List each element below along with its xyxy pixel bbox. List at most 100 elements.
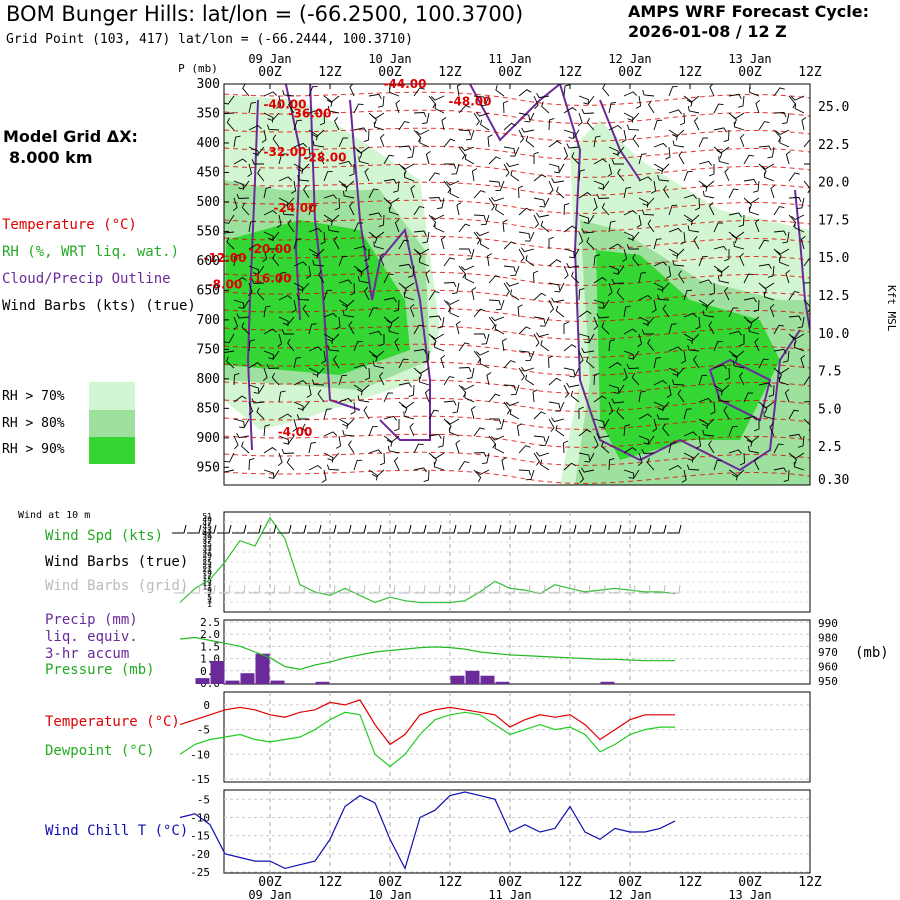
wind-barb [263,91,278,97]
wind-barb [758,358,769,369]
precip-bar [600,681,615,684]
wind-barb [389,87,400,97]
wind-barb [278,153,287,165]
wind-barb [368,231,378,244]
wind-barb-true [472,524,487,534]
wind-barb [395,99,401,114]
wind-barb [413,129,422,143]
wind-barb [680,350,687,364]
bottom-time-tick-5: 12Z [558,875,582,890]
wind-barb [773,112,787,118]
wind-barb-grid [624,584,636,594]
wind-barb [683,289,693,301]
wind-barb [371,469,385,478]
wind-barb [754,337,760,352]
wind-barb [763,291,775,301]
wind-barb [509,146,520,157]
temp-contour-label-0: -44.00 [384,77,427,91]
wind-barb [608,220,616,233]
wind-barb [401,282,415,289]
wind-barb [743,154,754,165]
wind-barb [238,180,250,190]
wind-barb [555,305,565,318]
wind-barb-grid [519,584,531,594]
wind-barb [510,170,520,182]
wind-barb [788,291,800,301]
wind-barb [578,214,590,224]
wind-barb-grid [444,584,456,594]
wind-barb [800,236,806,250]
wind-barb [608,124,622,131]
wind-barb [596,193,610,199]
wind-barb [363,406,370,420]
wind-barb [466,248,475,260]
wind-barb [623,424,631,437]
wind-barb [662,423,670,437]
wind-barb [440,354,446,369]
wind-barb [236,432,250,439]
wind-barb [578,333,590,342]
wind-barb [520,366,535,372]
wind-barb [728,426,738,437]
wind-barb [686,95,700,103]
bottom-time-tick-6: 00Z [618,875,642,890]
wind-barb [578,287,585,301]
wind-barb [687,333,700,342]
pressure-label: Pressure (mb) [45,662,155,678]
wind-barb [653,379,667,386]
wind-barb [638,413,652,420]
wind-barb [496,418,505,430]
wind-barb [536,92,550,99]
wind-barb-true [667,524,682,534]
wind-barb [334,197,340,211]
wind-barb [686,214,700,223]
wind-barb [596,432,610,439]
top-date-label-0: 09 Jan [248,52,291,66]
wind-barb [713,459,723,471]
wind-barb [443,376,455,386]
wind-barb [672,259,685,267]
wind-barb [668,204,678,216]
wind-barb [358,156,370,165]
wind-barb [226,237,235,250]
wind-barb [488,180,501,188]
wind-barb [773,467,787,473]
wind-barb [286,457,295,471]
wind-tick-27: 27 [202,554,212,563]
wind-barb [708,202,715,216]
wind-barb [428,315,442,321]
wind-barb [398,263,412,270]
wind-barb [281,329,294,335]
wind-barb [348,440,355,454]
wind-barb [653,142,668,148]
wind-barb [342,429,355,437]
wind-barb [474,333,487,339]
wind-barb [308,204,318,216]
wind-barb [753,299,760,313]
wind-barb [790,95,805,101]
wind-barb [518,248,525,262]
temp-tick-3: -15 [190,773,210,786]
windchill-tick-3: -20 [190,848,210,861]
temp-contour-label-11: -4.00 [278,425,313,439]
wind-barb [288,100,295,114]
wind-barb [293,261,308,267]
legend-temperature: Temperature (°C) [2,217,137,233]
cloud-outline-6 [599,99,641,181]
wind-barb [248,220,256,233]
wind-barb [713,127,727,133]
wind-barb [263,112,274,123]
wind-barb [404,172,415,182]
wind-barb [413,87,425,97]
wind-barb [503,100,509,114]
wind-barb [489,418,502,424]
wind-barb [495,204,505,216]
wind-tick-47: 47 [202,519,212,528]
bottom-time-tick-8: 00Z [738,875,762,890]
wind-tick-23: 23 [202,561,212,570]
wind-barb [503,384,517,391]
wind-barb [753,457,760,471]
wind-barb [247,163,253,177]
wind-barb [680,231,686,245]
wind-barb [651,299,657,313]
